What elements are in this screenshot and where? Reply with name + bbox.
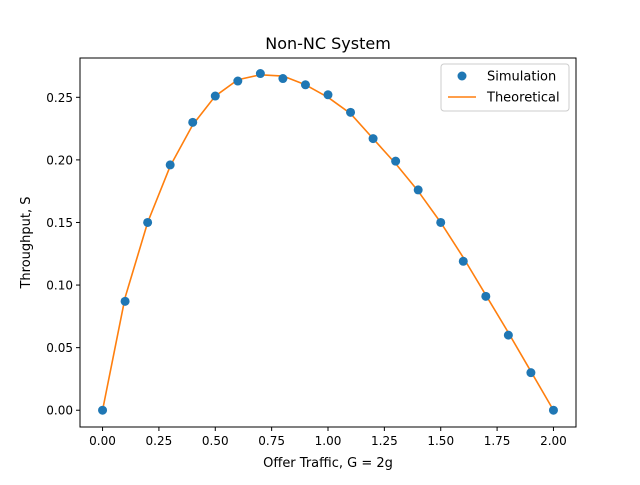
y-tick-label: 0.15 bbox=[46, 216, 73, 230]
series-simulation-point bbox=[98, 405, 108, 415]
x-tick-label: 1.50 bbox=[427, 434, 454, 448]
x-tick-label: 1.75 bbox=[484, 434, 511, 448]
legend-simulation-label: Simulation bbox=[487, 70, 556, 85]
series-simulation-point bbox=[481, 291, 491, 301]
y-axis: 0.00 0.05 0.10 0.15 0.20 0.25 bbox=[46, 91, 80, 418]
x-tick-label: 0.50 bbox=[202, 434, 229, 448]
series-simulation-point bbox=[300, 80, 310, 90]
series-simulation-point bbox=[346, 107, 356, 117]
series-simulation-point bbox=[526, 368, 536, 378]
series-simulation-point bbox=[188, 117, 198, 127]
y-tick-label: 0.05 bbox=[46, 341, 73, 355]
series-simulation-point bbox=[413, 185, 423, 195]
series-simulation-point bbox=[548, 405, 558, 415]
legend: Simulation Theoretical bbox=[440, 63, 570, 112]
series-simulation-point bbox=[436, 217, 446, 227]
series-simulation-point bbox=[143, 217, 153, 227]
series-simulation-point bbox=[391, 156, 401, 166]
x-axis-label: Offer Traffic, G = 2g bbox=[263, 456, 393, 471]
y-tick-label: 0.25 bbox=[46, 91, 73, 105]
y-tick-label: 0.00 bbox=[46, 404, 73, 418]
x-tick-label: 2.00 bbox=[540, 434, 567, 448]
x-axis: 0.00 0.25 0.50 0.75 1.00 1.25 1.50 1.75 2.00 bbox=[89, 427, 567, 448]
x-tick-label: 0.25 bbox=[146, 434, 173, 448]
x-tick-label: 0.75 bbox=[258, 434, 285, 448]
series-simulation-point bbox=[368, 134, 378, 144]
x-tick-label: 0.00 bbox=[89, 434, 116, 448]
x-tick-label: 1.25 bbox=[371, 434, 398, 448]
series-simulation-point bbox=[165, 160, 175, 170]
plot-layer bbox=[98, 69, 558, 415]
chart-title: Non-NC System bbox=[265, 34, 391, 53]
legend-theoretical-label: Theoretical bbox=[486, 91, 560, 106]
y-tick-label: 0.20 bbox=[46, 153, 73, 167]
series-simulation-point bbox=[323, 90, 333, 100]
y-tick-label: 0.10 bbox=[46, 279, 73, 293]
y-axis-label: Throughput, S bbox=[19, 196, 34, 289]
series-simulation-point bbox=[210, 91, 220, 101]
x-tick-label: 1.00 bbox=[315, 434, 342, 448]
series-simulation-point bbox=[503, 330, 513, 340]
series-simulation-point bbox=[255, 69, 265, 79]
legend-box bbox=[440, 63, 570, 112]
series-simulation-point bbox=[278, 74, 288, 84]
series-simulation-point bbox=[120, 296, 130, 306]
series-simulation-point bbox=[233, 76, 243, 86]
series-simulation-point bbox=[458, 256, 468, 266]
legend-simulation-marker bbox=[457, 71, 467, 81]
